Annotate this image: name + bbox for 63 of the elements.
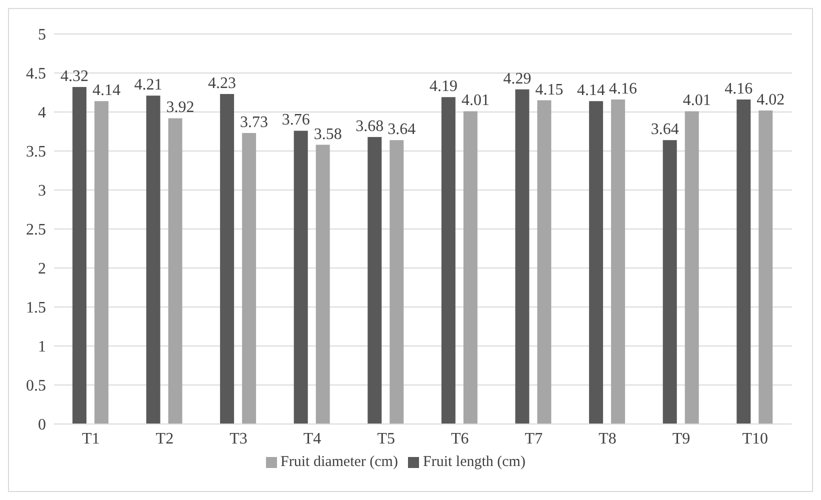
y-tick-label: 0 [38, 416, 46, 434]
x-tick-label: T3 [230, 430, 248, 448]
data-label: 3.64 [388, 121, 416, 138]
bar [662, 140, 677, 424]
bar [220, 94, 234, 424]
data-label: 4.14 [577, 82, 606, 100]
bar [242, 133, 256, 424]
bar [515, 89, 530, 424]
data-label: 4.19 [429, 78, 458, 96]
x-tick-label: T8 [598, 430, 616, 448]
y-tick-label: 1 [38, 338, 46, 356]
x-tick-label: T2 [156, 430, 174, 448]
x-tick-label: T6 [451, 430, 469, 448]
bar [463, 111, 478, 424]
bar [316, 144, 330, 424]
x-tick-label: T10 [742, 430, 768, 448]
data-label: 4.16 [724, 80, 753, 98]
x-tick-label: T1 [82, 430, 100, 448]
bar [168, 118, 182, 424]
data-label: 4.32 [60, 68, 88, 86]
data-label: 3.58 [314, 126, 342, 143]
y-tick-label: 5 [38, 26, 46, 44]
data-label: 3.73 [240, 114, 268, 132]
bar [758, 110, 773, 424]
bar [589, 101, 604, 424]
bar [441, 97, 456, 424]
x-tick-label: T9 [672, 430, 690, 448]
bar [537, 100, 552, 424]
data-label: 4.15 [535, 81, 564, 98]
bar [72, 87, 86, 424]
y-tick-label: 4 [38, 104, 46, 122]
y-tick-label: 2.5 [26, 222, 46, 239]
data-label: 3.76 [282, 112, 310, 129]
data-label: 3.92 [166, 99, 194, 116]
data-label: 4.16 [609, 80, 638, 98]
data-label: 4.14 [92, 82, 120, 100]
data-label: 4.02 [756, 91, 785, 108]
bar [368, 136, 382, 424]
data-label: 4.29 [503, 70, 532, 88]
y-tick-label: 0.5 [26, 378, 46, 395]
bar [390, 140, 404, 424]
bar [294, 130, 308, 424]
x-tick-label: T5 [377, 430, 395, 448]
data-label: 4.21 [134, 76, 162, 94]
data-label: 4.01 [682, 92, 711, 110]
data-label: 3.64 [650, 121, 679, 138]
bar [684, 111, 699, 424]
y-tick-label: 3.5 [26, 144, 46, 161]
bar [611, 100, 626, 424]
y-tick-label: 2 [38, 260, 46, 278]
x-tick-label: T4 [303, 430, 322, 448]
bar [736, 100, 751, 424]
legend-label: Fruit length (cm) [422, 454, 526, 470]
y-tick-label: 1.5 [26, 300, 46, 317]
y-tick-label: 3 [38, 182, 46, 200]
legend-label: Fruit diameter (cm) [280, 454, 398, 470]
data-label: 4.23 [208, 75, 236, 92]
y-tick-label: 4.5 [26, 66, 46, 83]
data-label: 3.68 [356, 118, 384, 135]
data-label: 4.01 [461, 92, 490, 110]
bar [94, 101, 108, 424]
x-tick-label: T7 [524, 430, 543, 448]
bar [146, 96, 160, 424]
